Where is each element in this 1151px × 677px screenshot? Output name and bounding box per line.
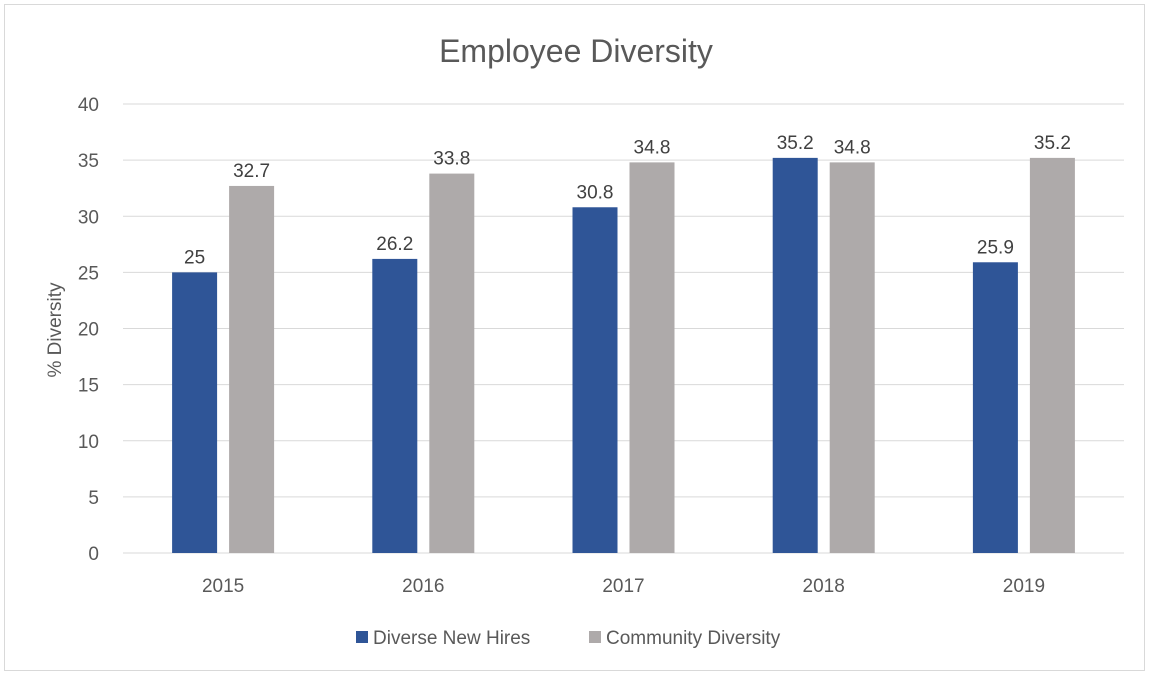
bar: [772, 157, 818, 553]
bar: [172, 272, 218, 553]
x-tick-label: 2016: [402, 576, 444, 597]
y-tick-label: 35: [78, 151, 99, 172]
bars: [172, 157, 1075, 553]
y-tick-label: 10: [78, 432, 99, 453]
data-label: 32.7: [233, 161, 270, 182]
y-tick-label: 15: [78, 376, 99, 397]
bar: [629, 162, 675, 553]
data-label: 25: [184, 247, 205, 268]
data-label: 35.2: [777, 133, 814, 154]
data-label: 35.2: [1034, 133, 1071, 154]
legend-label: Diverse New Hires: [373, 628, 530, 649]
data-label: 30.8: [577, 182, 614, 203]
chart-title: Employee Diversity: [439, 33, 713, 69]
bar: [829, 162, 875, 553]
bar: [1029, 157, 1075, 553]
y-tick-label: 30: [78, 207, 99, 228]
x-axis-ticks: 2015 2016 2017 2018 2019: [202, 576, 1045, 597]
data-label: 26.2: [376, 234, 413, 255]
data-label: 25.9: [977, 237, 1014, 258]
bar: [229, 185, 275, 553]
y-tick-label: 40: [78, 95, 99, 116]
legend-label: Community Diversity: [606, 628, 781, 649]
bar: [572, 207, 618, 553]
x-tick-label: 2017: [602, 576, 644, 597]
gridlines: [123, 103, 1124, 554]
x-tick-label: 2018: [803, 576, 845, 597]
y-axis-ticks: 0 5 10 15 20 25 30 35 40: [78, 95, 99, 565]
data-label: 34.8: [834, 137, 871, 158]
y-tick-label: 25: [78, 263, 99, 284]
data-label: 33.8: [433, 149, 470, 170]
y-tick-label: 5: [88, 488, 99, 509]
legend-swatch: [589, 631, 601, 643]
y-tick-label: 20: [78, 320, 99, 341]
y-tick-label: 0: [88, 544, 99, 565]
data-labels: 25 32.7 26.2 33.8 30.8 34.8 35.2 34.8 25.9 35.2: [184, 133, 1071, 268]
bar: [972, 262, 1018, 553]
x-tick-label: 2019: [1003, 576, 1045, 597]
data-label: 34.8: [634, 137, 671, 158]
legend-swatch: [356, 631, 368, 643]
legend: Diverse New Hires Community Diversity: [356, 628, 781, 649]
y-axis-title: % Diversity: [45, 282, 66, 378]
bar: [372, 258, 418, 553]
bar: [429, 173, 475, 553]
x-tick-label: 2015: [202, 576, 244, 597]
